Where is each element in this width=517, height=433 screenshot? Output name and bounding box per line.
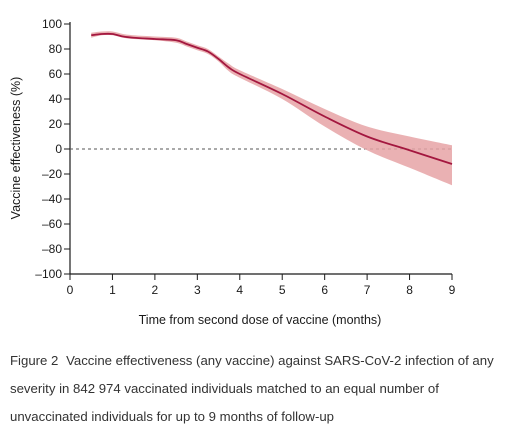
y-tick-label: 40	[49, 92, 63, 106]
y-tick-label: –100	[35, 267, 62, 281]
y-tick-label: 0	[55, 142, 62, 156]
x-tick-label: 0	[67, 283, 74, 297]
effectiveness-chart: 100 80 60 40 20 0 –20 –40 –60 –80 –100 0 1 2 3 4 5 6 7 8 9 V…	[9, 17, 456, 327]
y-tick-label: –60	[42, 217, 62, 231]
y-tick-label: –40	[42, 192, 62, 206]
y-axis-title: Vaccine effectiveness (%)	[9, 77, 23, 220]
y-tick-label: –80	[42, 242, 62, 256]
y-tick-label: 20	[49, 117, 63, 131]
caption-label: Figure 2	[10, 353, 59, 368]
effectiveness-line	[91, 32, 453, 165]
y-tick-label: –20	[42, 167, 62, 181]
x-tick-label: 1	[109, 283, 116, 297]
plot-area: 100 80 60 40 20 0 –20 –40 –60 –80 –100 0 1 2 3 4 5 6 7 8 9	[35, 17, 455, 297]
y-tick-label: 60	[49, 67, 63, 81]
x-tick-label: 9	[449, 283, 456, 297]
x-tick-label: 8	[406, 283, 413, 297]
confidence-band	[91, 31, 452, 186]
x-axis-title: Time from second dose of vaccine (months…	[139, 313, 382, 327]
y-tick-label: 100	[42, 17, 62, 31]
x-tick-label: 5	[279, 283, 286, 297]
y-tick-label: 80	[49, 42, 63, 56]
x-tick-label: 2	[152, 283, 159, 297]
x-tick-label: 3	[194, 283, 201, 297]
x-tick-label: 6	[321, 283, 328, 297]
caption-text: Vaccine effectiveness (any vaccine) agai…	[10, 353, 494, 424]
x-tick-label: 7	[364, 283, 371, 297]
x-tick-label: 4	[236, 283, 243, 297]
figure-caption: Figure 2 Vaccine effectiveness (any vacc…	[10, 347, 510, 431]
